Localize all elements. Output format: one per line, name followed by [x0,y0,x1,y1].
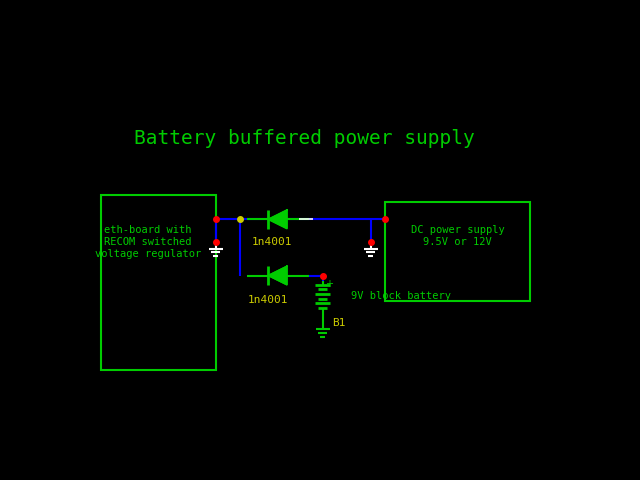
Text: eth-board with
RECOM switched
voltage regulator: eth-board with RECOM switched voltage re… [95,226,202,259]
Text: B1: B1 [332,318,346,328]
Text: 1n4001: 1n4001 [252,237,292,247]
Text: Battery buffered power supply: Battery buffered power supply [134,129,475,148]
Text: +: + [325,278,333,288]
Text: DC power supply
9.5V or 12V: DC power supply 9.5V or 12V [410,226,504,247]
Polygon shape [268,266,287,285]
Bar [385,203,531,301]
Text: 1n4001: 1n4001 [248,295,289,305]
Bar [101,195,216,370]
Polygon shape [268,210,287,228]
Text: 9V block battery: 9V block battery [351,291,451,301]
